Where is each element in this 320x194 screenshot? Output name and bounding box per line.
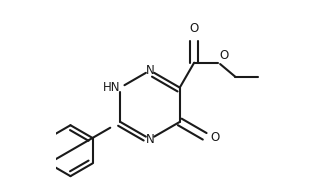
Text: O: O — [210, 131, 220, 144]
Text: N: N — [146, 64, 155, 77]
Text: HN: HN — [103, 81, 120, 94]
Text: O: O — [189, 22, 199, 35]
Text: O: O — [220, 48, 229, 61]
Text: N: N — [146, 133, 155, 146]
